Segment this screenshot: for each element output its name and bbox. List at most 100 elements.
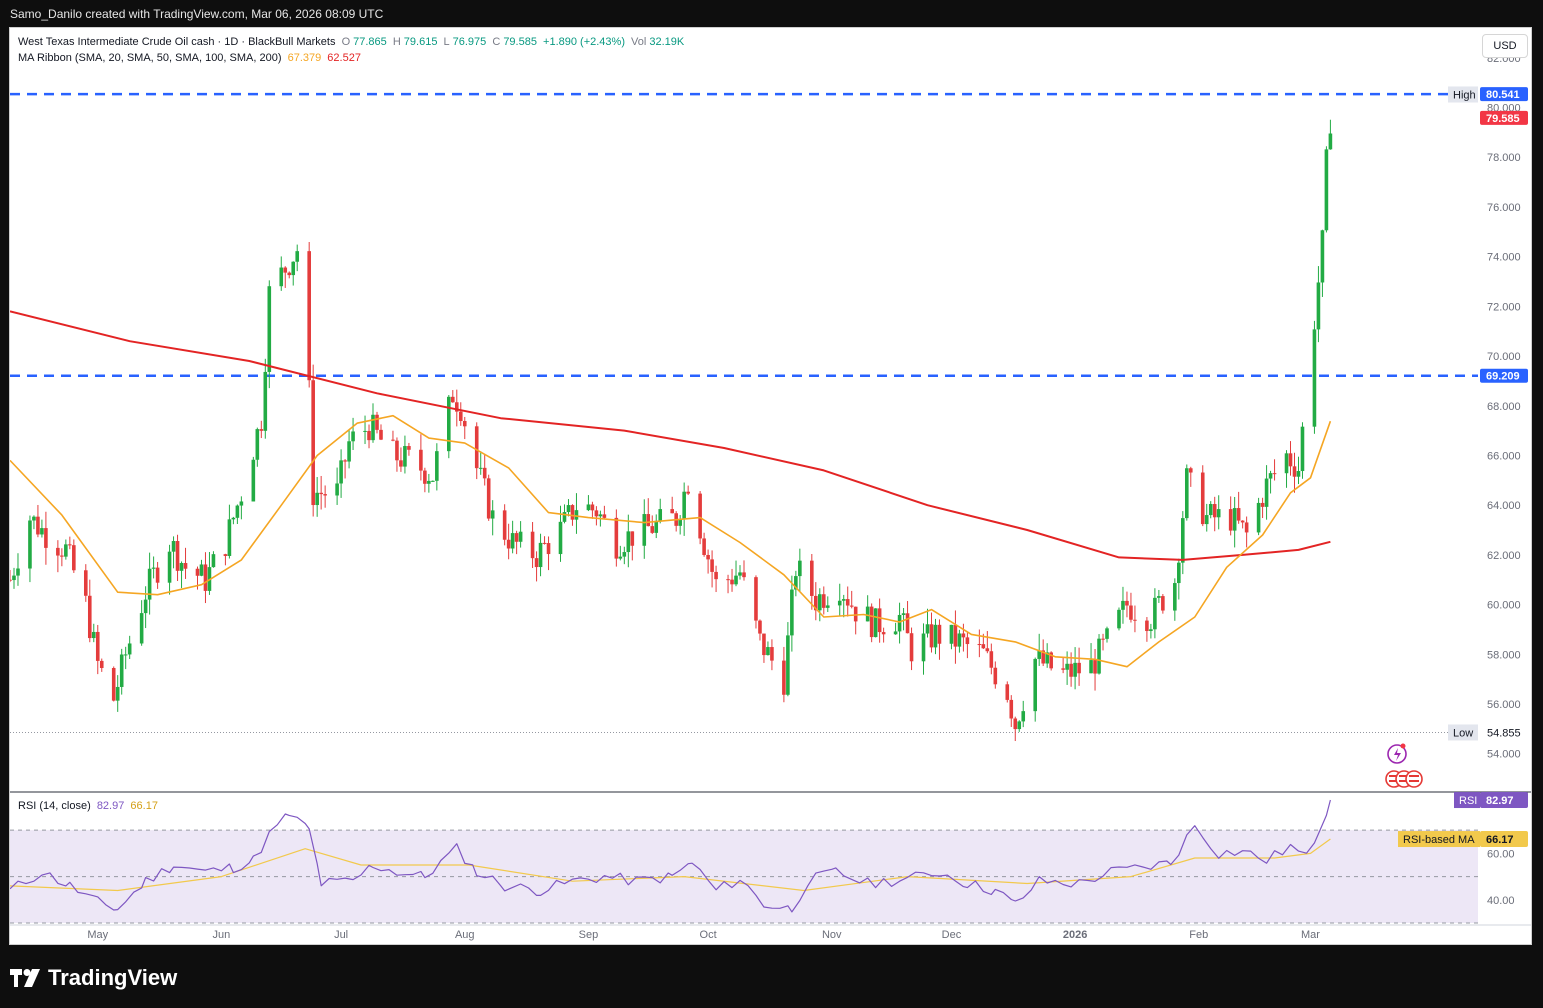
currency-button[interactable]: USD: [1482, 34, 1528, 58]
candle-body: [1069, 663, 1073, 677]
rsi-tag-label: RSI: [1459, 795, 1477, 807]
candle-body: [897, 614, 902, 632]
candle-body: [251, 459, 256, 502]
candle-body: [865, 606, 870, 622]
low-label-bg: [1448, 724, 1478, 741]
resistance-tag: 80.541: [1486, 89, 1520, 101]
candle-body: [1149, 629, 1153, 632]
symbol-title: West Texas Intermediate Crude Oil cash ·…: [18, 36, 336, 48]
tradingview-logo[interactable]: TradingView: [10, 963, 177, 993]
candle-body: [821, 594, 826, 608]
brand-name: TradingView: [48, 965, 178, 990]
time-tick-label: Jul: [334, 929, 348, 941]
candle-body: [510, 533, 515, 549]
candle-body: [518, 531, 523, 542]
candle-body: [235, 505, 240, 518]
candle-body: [211, 554, 216, 568]
candle-body: [1089, 660, 1093, 674]
candle-body: [790, 589, 794, 636]
candle-body: [762, 633, 766, 656]
rsi-value-tag-bg: [1480, 792, 1528, 809]
price-tick-label: 60.000: [1487, 600, 1521, 612]
support-tag: 69.209: [1486, 371, 1520, 383]
candle-body: [825, 605, 830, 608]
candle-body: [953, 624, 958, 647]
candle-body: [841, 599, 846, 601]
candle-body: [335, 483, 339, 496]
candle-body: [399, 460, 403, 467]
candle-body: [307, 251, 311, 381]
chart-canvas[interactable]: 82.00080.00078.00076.00074.00072.00070.0…: [10, 28, 1531, 944]
candle-body: [993, 667, 998, 685]
candle-body: [586, 504, 591, 511]
rsi-ma-tag-label: RSI-based MA: [1403, 834, 1475, 846]
rsi-value-tag: 82.97: [1486, 795, 1514, 807]
candle-body: [542, 542, 547, 544]
candle-body: [985, 648, 990, 652]
flag-stripe: [1399, 775, 1409, 777]
candle-body: [343, 460, 347, 462]
candle-body: [111, 668, 116, 701]
candle-body: [630, 531, 635, 546]
change-value: +1.890 (+2.43%): [543, 36, 625, 48]
candle-body: [845, 599, 850, 606]
candle-body: [530, 531, 535, 559]
candle-body: [295, 251, 300, 262]
time-tick-label: Feb: [1189, 929, 1208, 941]
candle-body: [1017, 721, 1022, 730]
candle-body: [1061, 668, 1065, 670]
candle-body: [1228, 509, 1233, 531]
candle-body: [1161, 596, 1165, 611]
candle-body: [44, 528, 48, 548]
candle-body: [371, 414, 375, 441]
candle-body: [375, 414, 379, 430]
candle-body: [614, 517, 619, 559]
candle-body: [594, 510, 599, 517]
rsi-ma-legend-value: 66.17: [130, 800, 158, 812]
candle-body: [1125, 600, 1129, 606]
candle-body: [1129, 605, 1133, 620]
time-tick-label: Oct: [700, 929, 717, 941]
candle-body: [514, 533, 519, 542]
candle-body: [1133, 619, 1137, 621]
candle-body: [658, 509, 663, 521]
tradingview-logo-icon: [10, 969, 40, 987]
time-tick-label: Jun: [213, 929, 231, 941]
candle-body: [223, 554, 228, 556]
candle-body: [403, 446, 407, 467]
candle-body: [1216, 509, 1221, 518]
candle-body: [458, 411, 463, 421]
candle-body: [95, 631, 100, 661]
resistance-tag-bg: [1480, 87, 1528, 102]
candle-body: [367, 430, 371, 441]
rsi-tag-label-bg: [1454, 792, 1480, 809]
candle-body: [598, 514, 603, 517]
candle-body: [961, 633, 966, 638]
candle-body: [447, 396, 451, 452]
candle-body: [450, 396, 455, 403]
candle-body: [1288, 453, 1293, 467]
candle-body: [766, 647, 770, 656]
candle-body: [957, 633, 962, 647]
price-tick-label: 62.000: [1487, 550, 1521, 562]
candle-body: [546, 543, 551, 555]
candle-body: [742, 572, 746, 578]
price-tick-label: 58.000: [1487, 649, 1521, 661]
candle-body: [1204, 515, 1209, 525]
low-value: 76.975: [452, 36, 487, 48]
candle-body: [175, 541, 180, 571]
candle-body: [454, 402, 459, 412]
candle-body: [147, 568, 152, 600]
candle-body: [291, 261, 296, 276]
candle-body: [139, 613, 144, 644]
candle-body: [83, 570, 88, 596]
candle-body: [1264, 478, 1269, 507]
candle-body: [32, 516, 36, 521]
candle-body: [1236, 508, 1241, 521]
candle-body: [1041, 650, 1045, 664]
candle-body: [1117, 609, 1121, 629]
sma20-line: [10, 414, 1332, 668]
candle-body: [127, 643, 132, 655]
candle-body: [558, 521, 563, 555]
chart-frame: 82.000 80.000 78.000 76.000 74.000 72.000 70.0…: [9, 27, 1532, 945]
